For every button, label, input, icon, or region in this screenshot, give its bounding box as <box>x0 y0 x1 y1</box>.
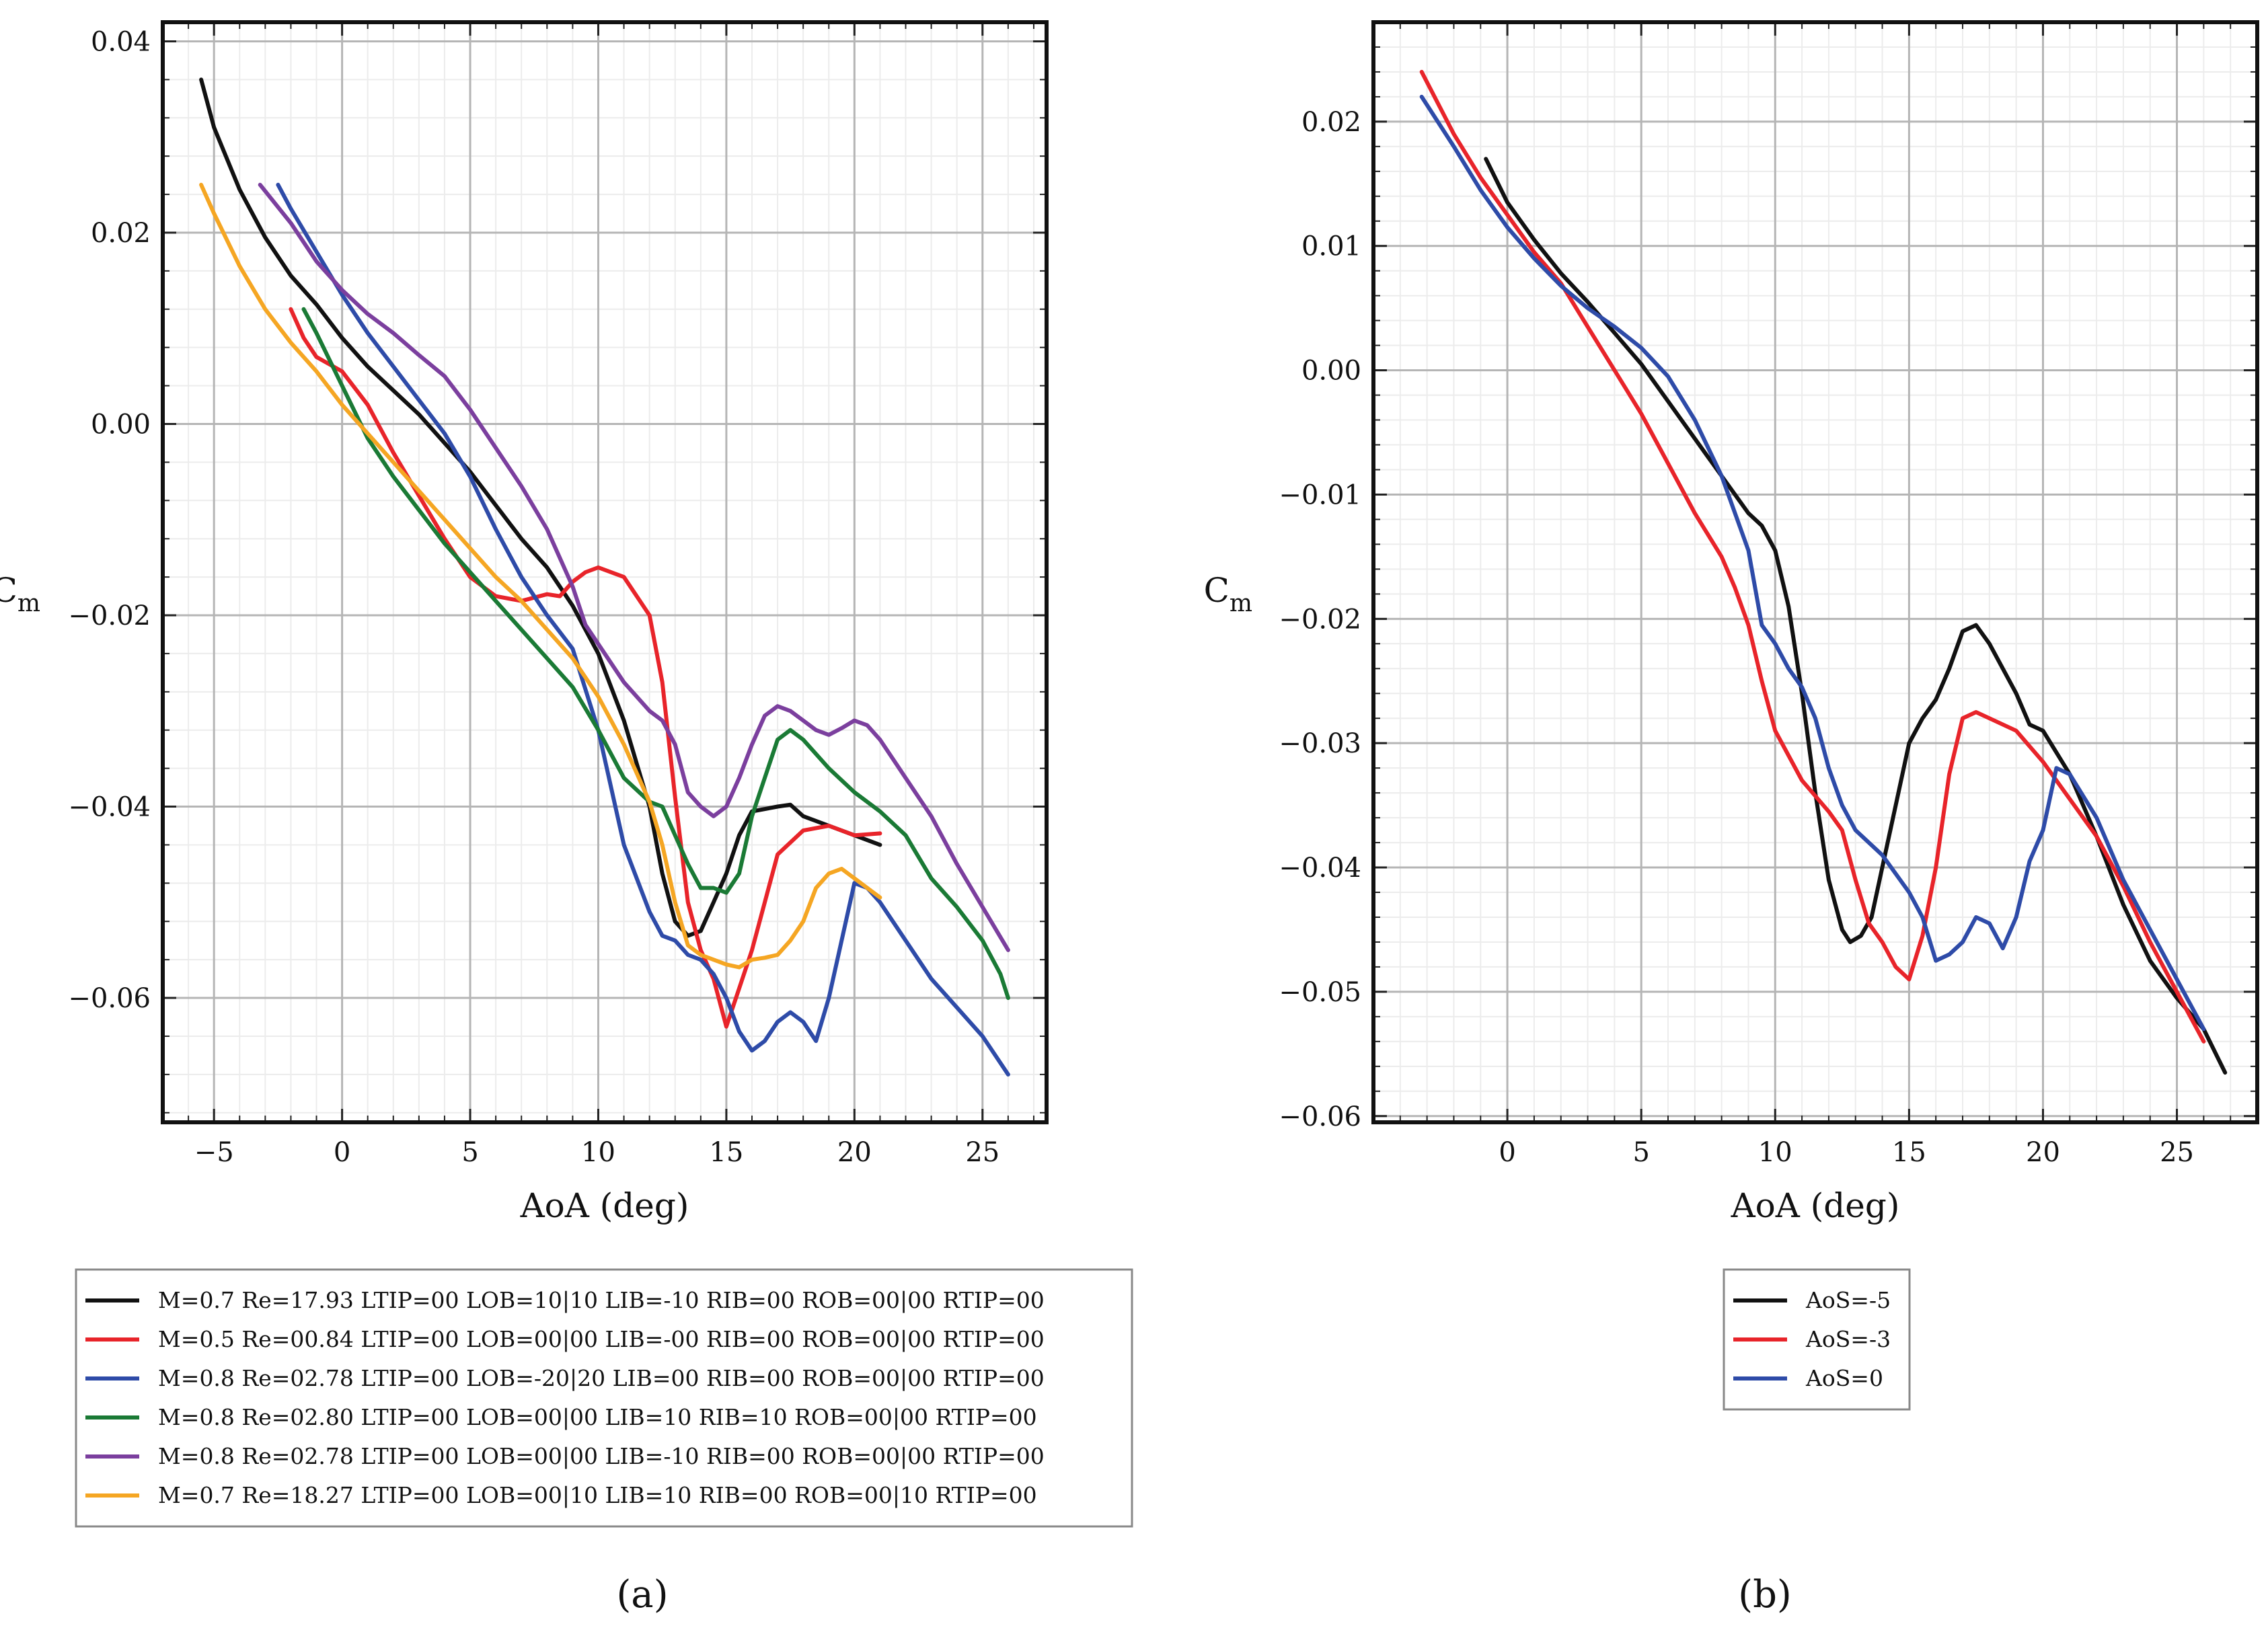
y-tick-label: 0.02 <box>91 218 151 249</box>
y-axis-label: Cm <box>0 571 40 617</box>
legend-entry: M=0.7 Re=18.27 LTIP=00 LOB=00|10 LIB=10 … <box>158 1482 1037 1508</box>
y-tick-label: −0.06 <box>68 983 151 1014</box>
x-tick-label: 20 <box>837 1137 872 1168</box>
y-tick-label: 0.02 <box>1301 107 1361 138</box>
legend-entry: AoS=-5 <box>1805 1287 1891 1313</box>
y-tick-label: −0.02 <box>1279 604 1361 635</box>
y-tick-label: −0.02 <box>68 600 151 631</box>
y-axis-label: Cm <box>1204 571 1252 617</box>
series-group <box>1419 69 2228 1075</box>
legend-entry: M=0.8 Re=02.80 LTIP=00 LOB=00|00 LIB=10 … <box>158 1404 1037 1430</box>
x-tick-label: 0 <box>334 1137 350 1168</box>
grid <box>162 22 1047 1122</box>
series-line <box>1419 69 2206 1044</box>
y-tick-label: −0.03 <box>1279 728 1361 759</box>
x-tick-label: 15 <box>709 1137 743 1168</box>
y-tick-label: −0.04 <box>68 792 151 823</box>
grid <box>1373 22 2258 1122</box>
x-tick-label: −5 <box>194 1137 234 1168</box>
y-axis-label-subscript: m <box>17 590 40 617</box>
series-line <box>1419 94 2206 1032</box>
series-line <box>289 307 882 1029</box>
x-tick-label: 10 <box>581 1137 615 1168</box>
x-tick-label: 5 <box>1632 1137 1649 1168</box>
x-tick-label: 25 <box>965 1137 999 1168</box>
y-tick-label: 0.00 <box>1301 356 1361 387</box>
y-axis-label-main: C <box>1204 571 1230 610</box>
legend-entry: AoS=0 <box>1805 1365 1883 1391</box>
y-tick-label: −0.06 <box>1279 1101 1361 1132</box>
plot-frame <box>1371 20 2259 1124</box>
x-tick-label: 0 <box>1499 1137 1515 1168</box>
legend-box <box>75 1268 1133 1528</box>
plot-frame <box>161 20 1049 1124</box>
y-tick-label: 0.01 <box>1301 231 1361 262</box>
ticks: −5 0 5 10 15 20 25 0.04 0.02 0.00 −0.02 −0.04 −0.06 <box>68 22 1047 1168</box>
series-line <box>301 307 1010 1001</box>
ticks: 0 5 10 15 20 25 0.02 0.01 0.00 −0.01 −0.02 −0.03 −0.… <box>1279 22 2258 1168</box>
series-line <box>199 77 882 938</box>
y-tick-label: 0.00 <box>91 409 151 440</box>
legend-entry: M=0.7 Re=17.93 LTIP=00 LOB=10|10 LIB=-10… <box>158 1287 1045 1313</box>
series-line <box>199 182 882 970</box>
series-line <box>258 182 1010 952</box>
y-tick-label: −0.01 <box>1279 479 1361 510</box>
series-group <box>199 77 1010 1077</box>
series-line <box>276 182 1010 1077</box>
legend-entry: M=0.5 Re=00.84 LTIP=00 LOB=00|00 LIB=-00… <box>158 1326 1045 1352</box>
x-tick-label: 20 <box>2026 1137 2060 1168</box>
x-axis-label: AoA (deg) <box>1731 1186 1900 1225</box>
x-axis-label: AoA (deg) <box>520 1186 689 1225</box>
legend: AoS=-5 AoS=-3 AoS=0 <box>1723 1268 1911 1411</box>
x-tick-label: 15 <box>1892 1137 1926 1168</box>
x-tick-label: 25 <box>2160 1137 2194 1168</box>
y-tick-label: 0.04 <box>91 26 151 57</box>
y-axis-label-subscript: m <box>1230 590 1252 617</box>
legend: M=0.7 Re=17.93 LTIP=00 LOB=10|10 LIB=-10… <box>75 1268 1133 1528</box>
series-line <box>1484 157 2228 1075</box>
legend-entry: M=0.8 Re=02.78 LTIP=00 LOB=-20|20 LIB=00… <box>158 1365 1045 1391</box>
chart-panel-a: −5 0 5 10 15 20 25 0.04 0.02 0.00 −0.02 −0.04 −0.06 A… <box>0 20 1133 1617</box>
y-axis-label-main: C <box>0 571 17 610</box>
y-tick-label: −0.05 <box>1279 977 1361 1008</box>
legend-entry: AoS=-3 <box>1805 1326 1891 1352</box>
chart-panel-b: 0 5 10 15 20 25 0.02 0.01 0.00 −0.01 −0.02 −0.03 −0.… <box>1204 20 2259 1617</box>
legend-entry: M=0.8 Re=02.78 LTIP=00 LOB=00|00 LIB=-10… <box>158 1443 1045 1469</box>
panel-caption: (b) <box>1738 1573 1792 1617</box>
y-tick-label: −0.04 <box>1279 853 1361 884</box>
x-tick-label: 10 <box>1758 1137 1792 1168</box>
panel-caption: (a) <box>616 1573 668 1617</box>
x-tick-label: 5 <box>461 1137 478 1168</box>
